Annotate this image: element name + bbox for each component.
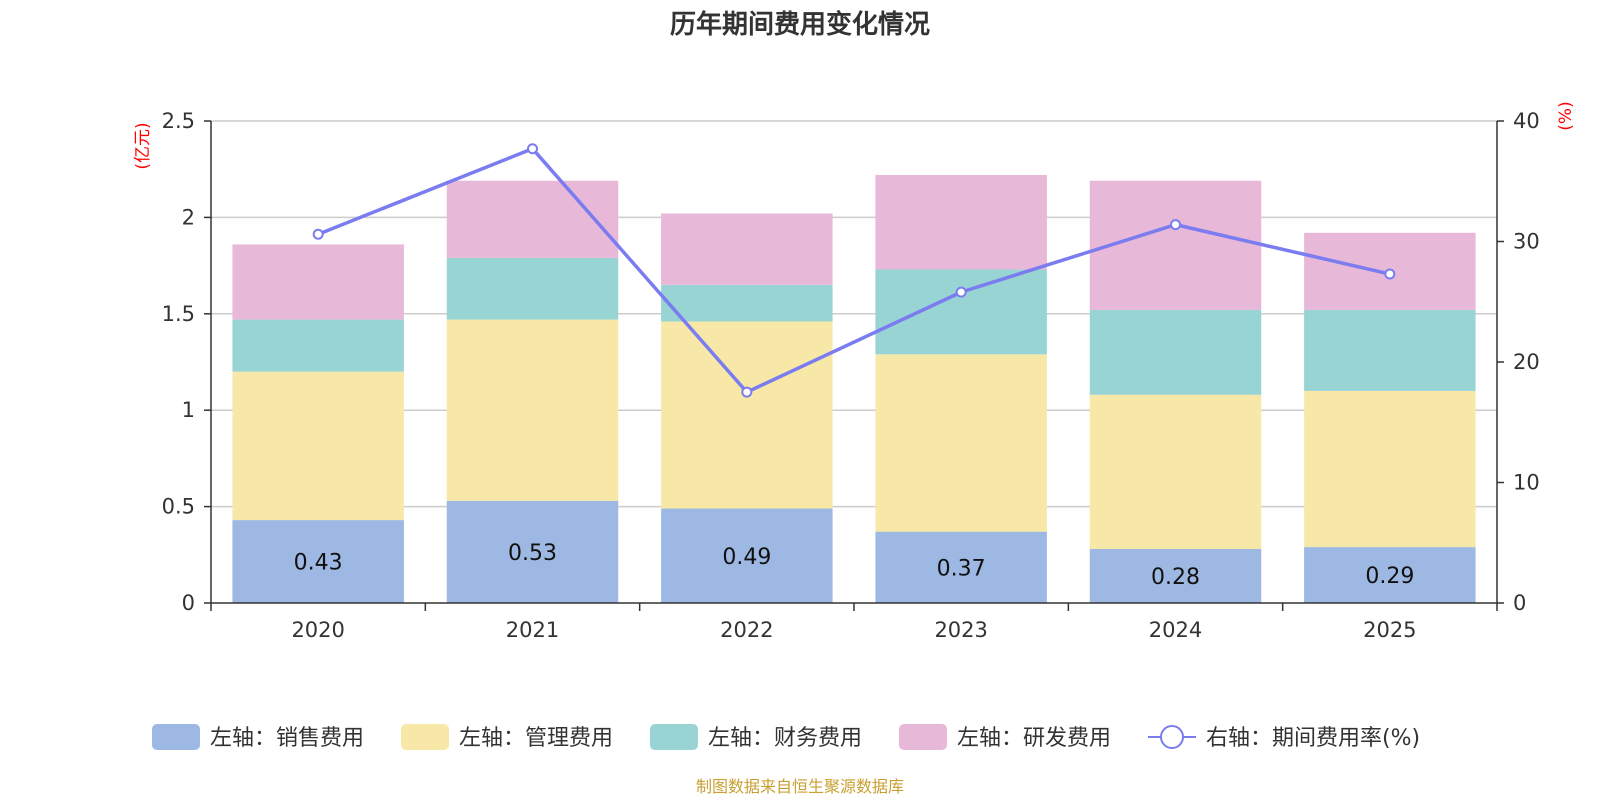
left-tick-label-2: 1	[182, 398, 195, 422]
legend-item-finance[interactable]: 左轴：财务费用	[650, 724, 862, 751]
right-tick-label-3: 30	[1513, 230, 1540, 254]
left-tick-label-1: 0.5	[162, 495, 195, 519]
legend-item-admin[interactable]: 左轴：管理费用	[401, 724, 613, 751]
bar-2022-series-3	[661, 213, 833, 285]
bar-2023-series-0	[875, 531, 1047, 603]
bar-label-2021: 0.53	[508, 541, 557, 566]
bar-2022-series-1	[661, 321, 833, 509]
left-tick-label-5: 2.5	[162, 109, 195, 133]
bar-2025-series-1	[1304, 390, 1476, 548]
bar-2025-series-2	[1304, 309, 1476, 391]
x-tick-label-2023: 2023	[934, 618, 987, 642]
bar-label-2024: 0.28	[1151, 565, 1200, 590]
stacked-bars	[232, 174, 1476, 603]
x-tick-label-2022: 2022	[720, 618, 773, 642]
bar-2023-series-2	[875, 269, 1047, 355]
legend-label-rate: 右轴：期间费用率(%)	[1206, 726, 1420, 751]
left-axis-tick-labels: 0 0.5 1 1.5 2 2.5	[162, 109, 195, 615]
x-tick-label-2024: 2024	[1149, 618, 1202, 642]
legend-marker-rate	[1160, 725, 1184, 749]
bar-2024-series-0	[1089, 549, 1262, 603]
source-note: 制图数据来自恒生聚源数据库	[696, 777, 904, 796]
legend-item-rd[interactable]: 左轴：研发费用	[899, 724, 1111, 751]
bar-data-labels: 0.43 0.53 0.49 0.37 0.28 0.29	[294, 541, 1415, 590]
bar-label-2023: 0.37	[937, 556, 986, 581]
expense-rate-line	[312, 143, 1396, 398]
legend-item-rate[interactable]: 右轴：期间费用率(%)	[1148, 725, 1420, 751]
rate-point-2020	[312, 228, 324, 240]
bar-2020-series-0	[232, 520, 404, 603]
bar-2022-series-0	[661, 508, 833, 603]
legend-swatch-rd	[899, 724, 947, 750]
expense-rate-polyline	[317, 146, 1391, 394]
left-axis-unit: (亿元)	[133, 122, 153, 169]
legend-swatch-sales	[152, 724, 200, 750]
rate-point-2021	[527, 143, 538, 155]
bar-label-2022: 0.49	[722, 545, 771, 570]
bar-label-2025: 0.29	[1365, 564, 1414, 589]
bar-2021-series-3	[446, 180, 619, 258]
right-axis-tick-labels: 0 10 20 30 40	[1513, 109, 1540, 615]
gridlines	[211, 120, 1497, 508]
bar-2024-series-1	[1089, 394, 1262, 550]
legend-label-admin: 左轴：管理费用	[459, 726, 613, 751]
right-tick-label-0: 0	[1513, 591, 1526, 615]
bar-2021-series-2	[446, 257, 619, 320]
right-tick-label-2: 20	[1513, 350, 1540, 374]
rate-point-2023	[955, 286, 967, 298]
left-tick-label-4: 2	[182, 205, 195, 229]
legend-label-rd: 左轴：研发费用	[957, 726, 1111, 751]
bar-2020-series-3	[232, 244, 404, 320]
bar-2025-series-0	[1304, 547, 1476, 603]
right-tick-label-1: 10	[1513, 471, 1540, 495]
x-tick-label-2020: 2020	[291, 618, 344, 642]
rate-point-2024	[1170, 219, 1181, 231]
x-axis-tick-labels: 2020 2021 2022 2023 2024 2025	[291, 618, 1416, 642]
bar-2024-series-2	[1089, 309, 1262, 395]
legend-label-sales: 左轴：销售费用	[210, 726, 364, 751]
bar-2021-series-0	[446, 500, 619, 603]
legend: 左轴：销售费用 左轴：管理费用 左轴：财务费用 左轴：研发费用 右轴：期间费用率…	[152, 724, 1420, 751]
legend-swatch-finance	[650, 724, 698, 750]
right-tick-label-4: 40	[1513, 109, 1540, 133]
bar-label-2020: 0.43	[294, 551, 343, 576]
x-tick-label-2021: 2021	[506, 618, 559, 642]
rate-point-2025	[1384, 268, 1396, 280]
bar-2023-series-3	[875, 174, 1047, 270]
bar-2021-series-1	[446, 319, 619, 501]
left-tick-label-0: 0	[182, 591, 195, 615]
axes	[204, 120, 1504, 611]
bar-2022-series-2	[661, 284, 833, 322]
legend-item-sales[interactable]: 左轴：销售费用	[152, 724, 364, 751]
bar-2020-series-1	[232, 371, 404, 521]
bar-2024-series-3	[1089, 180, 1262, 310]
rate-point-2022	[741, 386, 753, 398]
x-tick-label-2025: 2025	[1363, 618, 1416, 642]
bar-2020-series-2	[232, 319, 404, 372]
legend-swatch-admin	[401, 724, 449, 750]
legend-label-finance: 左轴：财务费用	[708, 726, 862, 751]
bar-2023-series-1	[875, 354, 1047, 532]
right-axis-unit: (%)	[1556, 101, 1576, 130]
left-tick-label-3: 1.5	[162, 302, 195, 326]
chart-title: 历年期间费用变化情况	[670, 9, 930, 40]
